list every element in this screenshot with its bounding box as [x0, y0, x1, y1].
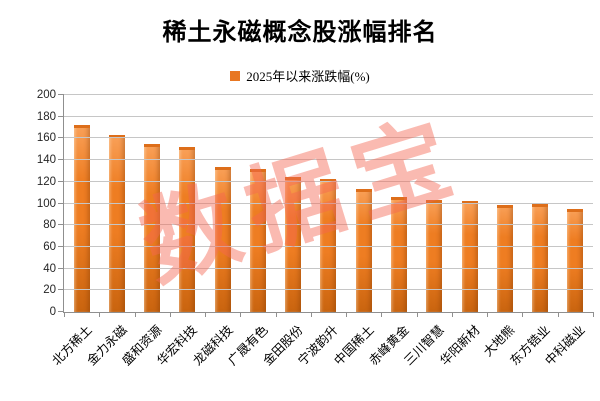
x-axis-tick	[64, 312, 65, 317]
bar-slot	[99, 95, 134, 312]
y-axis-label: 0	[49, 306, 56, 318]
gridline	[64, 267, 593, 269]
x-axis-tick	[310, 312, 312, 317]
y-axis-label: 20	[43, 284, 56, 297]
bar	[496, 204, 513, 312]
bar-slot	[205, 95, 240, 312]
bar-slot	[276, 95, 311, 312]
gridline	[64, 202, 593, 204]
y-axis-label: 60	[43, 240, 56, 253]
gridline	[64, 224, 593, 226]
y-axis-label: 40	[43, 262, 56, 275]
y-axis-tick	[58, 289, 64, 291]
bar	[355, 189, 372, 312]
y-axis-tick	[58, 224, 64, 226]
gridline	[64, 245, 593, 247]
x-axis-tick	[205, 312, 207, 317]
bar	[285, 177, 302, 312]
x-axis-tick	[275, 312, 277, 317]
x-axis-tick	[346, 312, 348, 317]
legend-label: 2025年以来涨跌幅(%)	[246, 69, 370, 84]
y-axis-label: 180	[36, 110, 56, 123]
legend-marker-icon	[230, 70, 241, 81]
y-axis-label: 160	[36, 132, 56, 145]
y-axis-tick	[58, 115, 64, 117]
y-axis-label: 80	[43, 219, 56, 232]
x-axis-tick	[416, 312, 418, 317]
y-axis: 0 20 40 60 80 100 120 140 160 180 200	[0, 89, 56, 318]
gridline	[64, 115, 593, 117]
x-axis-tick	[487, 312, 489, 317]
x-axis-tick	[99, 312, 101, 317]
y-axis-tick	[58, 311, 64, 312]
bar	[426, 199, 443, 312]
x-axis-tick	[169, 312, 171, 317]
bar-slot	[135, 95, 170, 312]
y-axis-tick	[58, 180, 64, 182]
bar	[249, 168, 266, 312]
y-axis-label: 120	[36, 175, 56, 188]
gridline	[64, 137, 593, 139]
gridline	[64, 94, 593, 95]
bar-slot	[558, 95, 593, 312]
bar-slot	[64, 95, 99, 312]
bar-slot	[311, 95, 346, 312]
x-axis-tick	[522, 312, 524, 317]
x-axis-tick	[557, 312, 559, 317]
x-axis-tick	[451, 312, 453, 317]
plot-area: 北方稀土 金力永磁 盛和资源 华宏科技 龙磁科技 广晟有色 金田股份 宁波韵升 中国稀土 赤峰黄金…	[49, 94, 594, 368]
legend: 2025年以来涨跌幅(%)	[0, 66, 600, 85]
y-axis-label: 140	[36, 154, 56, 167]
x-axis-tick	[381, 312, 383, 317]
bar-slot	[487, 95, 522, 312]
bar	[567, 208, 584, 312]
y-axis-tick	[58, 245, 64, 247]
y-axis-label: 200	[36, 89, 56, 101]
bar-slot	[381, 95, 416, 312]
y-axis-tick	[58, 137, 64, 139]
x-axis-tick	[593, 312, 594, 317]
bar-series	[64, 95, 593, 312]
bar-slot	[240, 95, 275, 312]
y-axis-tick	[58, 202, 64, 204]
gridline	[64, 159, 593, 161]
bar-slot	[417, 95, 452, 312]
y-axis-tick	[58, 159, 64, 161]
y-axis-tick	[58, 94, 64, 95]
bar-slot	[346, 95, 381, 312]
bar-slot	[522, 95, 557, 312]
bar	[461, 200, 478, 312]
gridline	[64, 289, 593, 291]
bar	[144, 144, 161, 312]
y-axis-tick	[58, 267, 64, 269]
bar	[320, 179, 337, 312]
x-axis-tick	[134, 312, 136, 317]
bar-slot	[452, 95, 487, 312]
chart-title: 稀土永磁概念股涨幅排名	[162, 20, 438, 46]
bar	[532, 204, 549, 312]
bar	[73, 125, 90, 312]
x-axis-tick	[240, 312, 242, 317]
bar	[391, 197, 408, 312]
y-axis-label: 100	[36, 197, 56, 210]
bar-slot	[170, 95, 205, 312]
gridline	[64, 180, 593, 182]
bar	[179, 147, 196, 312]
